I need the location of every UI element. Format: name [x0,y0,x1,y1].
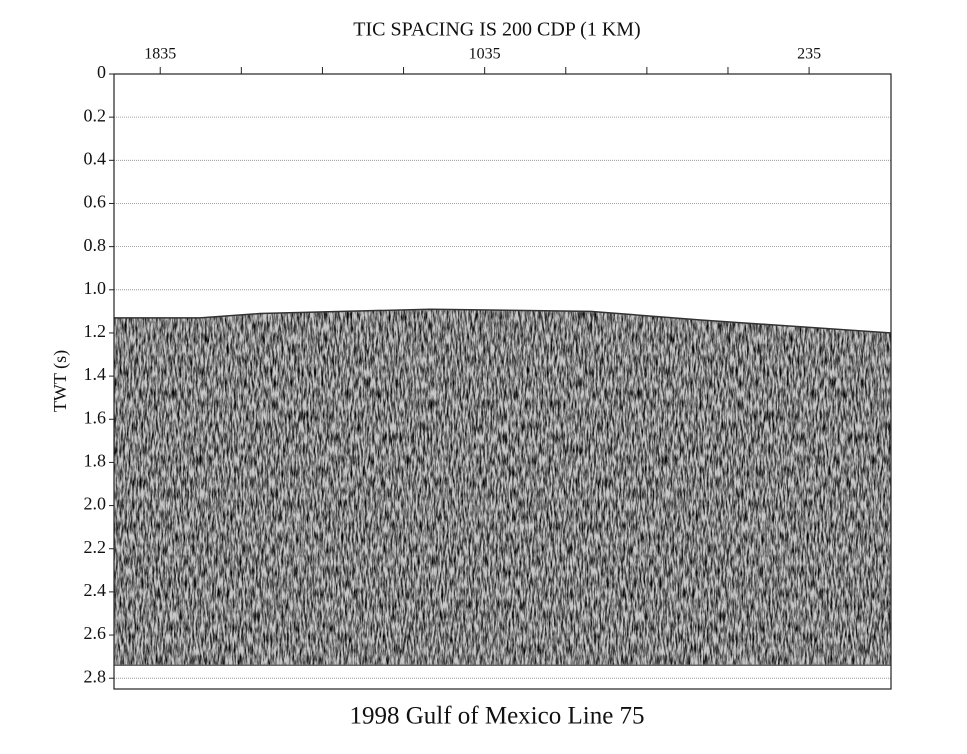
y-tick-label: 0.8 [84,235,107,255]
y-tick-label: 2.2 [84,537,107,557]
chart-subtitle: 1998 Gulf of Mexico Line 75 [349,703,644,730]
y-tick-label: 1.8 [84,451,107,471]
plot-frame [113,73,892,690]
y-tick-label: 2.0 [84,494,107,514]
chart-title: TIC SPACING IS 200 CDP (1 KM) [353,19,640,41]
y-tick-label: 1.0 [84,278,107,298]
y-tick-label: 1.2 [84,321,107,341]
y-tick-label: 0.2 [84,105,107,125]
y-tick-label: 0.4 [84,148,107,168]
y-tick-label: 2.8 [84,666,107,686]
y-tick-label: 2.6 [84,623,107,643]
y-tick-label: 2.4 [84,580,107,600]
horizon [114,308,892,334]
x-tick-label: 235 [797,46,821,63]
y-tick-label: 0.6 [84,192,107,212]
x-tick-label: 1035 [469,46,501,63]
y-axis-label: TWT (s) [50,350,71,412]
y-tick-label: 1.4 [84,364,107,384]
seismic-texture [114,309,891,666]
y-tick-label: 0 [97,62,106,82]
y-tick-label: 1.6 [84,407,107,427]
x-tick-label: 1835 [144,46,176,63]
